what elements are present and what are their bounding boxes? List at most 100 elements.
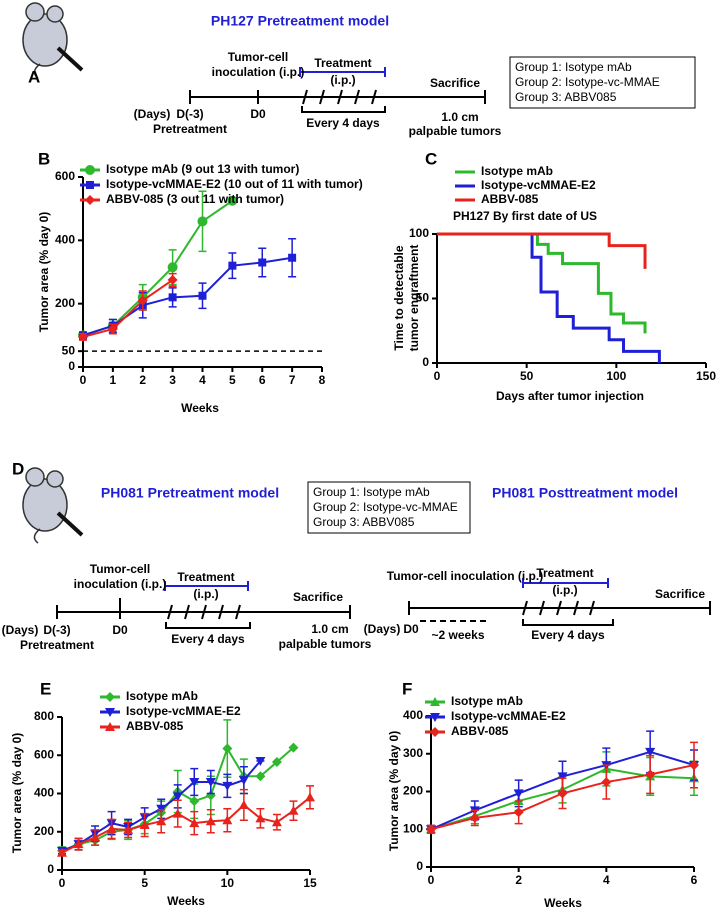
- group-label: Group 3: ABBV085: [313, 515, 415, 529]
- label: Treatment: [177, 570, 234, 584]
- x-tick-label: 2: [139, 373, 146, 387]
- legend-label: ABBV-085: [481, 192, 539, 206]
- legend-label: Isotype mAb: [126, 689, 198, 703]
- series-line: [82, 199, 233, 337]
- label: D0: [403, 622, 419, 636]
- y-tick-label: 800: [34, 709, 54, 723]
- label: ~2 weeks: [431, 628, 484, 642]
- label: Pretreatment: [153, 122, 227, 136]
- data-point: [601, 777, 612, 788]
- legend-label: Isotype-vcMMAE-E2: [126, 704, 241, 718]
- data-point: [258, 258, 267, 267]
- legend-label: Isotype-vcMMAE-E2: [481, 178, 596, 192]
- legend-label: ABBV-085: [126, 719, 184, 733]
- series-line: [61, 796, 311, 854]
- data-point: [271, 817, 282, 827]
- legend-label: Isotype mAb (9 out 13 with tumor): [106, 162, 299, 176]
- data-point: [426, 824, 436, 835]
- legend-label: ABBV-085: [451, 724, 509, 738]
- data-point: [90, 832, 101, 842]
- data-point: [222, 743, 233, 754]
- x-tick-label: 0: [80, 373, 87, 387]
- series-line: [82, 279, 174, 338]
- x-tick-label: 0: [59, 876, 66, 890]
- y-axis-label: Time to detectable: [392, 245, 406, 350]
- data-point: [255, 813, 266, 823]
- legend-marker: [85, 165, 95, 175]
- panel-letter: F: [402, 679, 412, 698]
- data-point: [73, 839, 84, 849]
- data-point: [205, 816, 216, 826]
- data-point: [222, 781, 233, 791]
- data-point: [168, 293, 177, 302]
- x-axis-label: Weeks: [544, 896, 582, 910]
- group-label: Group 1: Isotype mAb: [515, 60, 632, 74]
- y-axis-label: Tumor area (% day 0): [387, 731, 401, 851]
- y-axis-label: tumor engraftment: [407, 245, 421, 352]
- y-axis-label: Tumor area (% day 0): [10, 733, 24, 853]
- y-tick-label: 100: [409, 226, 429, 240]
- panel-letter: E: [40, 679, 51, 698]
- group-label: Group 2: Isotype-vc-MMAE: [515, 75, 660, 89]
- legend-marker: [105, 708, 115, 717]
- label: Treatment: [536, 566, 593, 580]
- legend-label: ABBV-085 (3 out 11 with tumor): [106, 192, 284, 206]
- data-point: [156, 816, 167, 826]
- legend-marker: [430, 713, 440, 722]
- series-line: [437, 232, 647, 269]
- label: Every 4 days: [306, 116, 380, 130]
- y-tick-label: 50: [62, 343, 76, 357]
- y-tick-label: 50: [416, 291, 430, 305]
- panel-title: PH081 Pretreatment model: [101, 485, 279, 501]
- data-point: [57, 847, 67, 857]
- mouse-icon: [22, 2, 84, 79]
- label: (i.p.): [330, 73, 355, 87]
- label: (Days): [134, 107, 171, 121]
- label: 1.0 cm: [441, 110, 478, 124]
- legend-label: Isotype mAb: [481, 164, 553, 178]
- legend-marker: [86, 181, 94, 189]
- group-label: Group 1: Isotype mAb: [313, 485, 430, 499]
- data-point: [255, 771, 266, 782]
- y-tick-label: 300: [403, 746, 423, 760]
- timeline: [56, 581, 351, 629]
- data-point: [513, 807, 524, 818]
- legend-marker: [430, 727, 440, 737]
- y-tick-label: 200: [34, 824, 54, 838]
- data-point: [139, 820, 150, 830]
- data-point: [305, 792, 315, 802]
- y-tick-label: 200: [403, 784, 423, 798]
- label: inoculation (i.p.): [212, 65, 305, 79]
- label: Every 4 days: [171, 632, 245, 646]
- label: D(-3): [43, 623, 70, 637]
- x-tick-label: 0: [434, 369, 441, 383]
- x-tick-label: 2: [515, 873, 522, 887]
- label: Sacrifice: [293, 590, 343, 604]
- panel-title: PH081 Posttreatment model: [492, 485, 678, 501]
- data-point: [106, 823, 117, 833]
- data-point: [172, 792, 183, 802]
- data-point: [255, 756, 266, 766]
- label: Pretreatment: [20, 638, 94, 652]
- label: Treatment: [314, 56, 371, 70]
- x-tick-label: 10: [221, 876, 235, 890]
- data-point: [271, 756, 282, 767]
- data-point: [189, 778, 200, 788]
- label: Sacrifice: [655, 587, 705, 601]
- x-tick-label: 7: [289, 373, 296, 387]
- panel-title: PH127 Pretreatment model: [211, 13, 389, 29]
- x-tick-label: 100: [606, 369, 626, 383]
- y-tick-label: 0: [68, 359, 75, 373]
- x-tick-label: 1: [110, 373, 117, 387]
- data-point: [469, 812, 480, 823]
- series-line: [437, 232, 661, 363]
- y-tick-label: 600: [55, 169, 75, 183]
- data-point: [167, 262, 178, 273]
- data-point: [78, 331, 88, 342]
- data-point: [238, 776, 249, 786]
- label: D(-3): [176, 107, 203, 121]
- data-point: [172, 808, 183, 818]
- data-point: [288, 742, 299, 753]
- timeline: [408, 578, 711, 626]
- y-tick-label: 400: [55, 233, 75, 247]
